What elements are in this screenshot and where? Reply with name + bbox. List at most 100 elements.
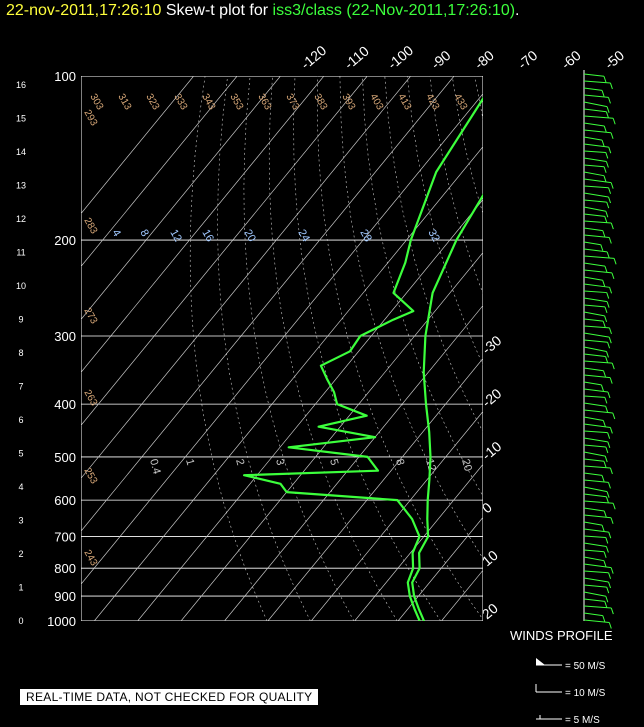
wind-barb (583, 73, 605, 77)
wind-barb-flag (604, 216, 608, 223)
wind-barb-flag (609, 377, 613, 384)
wind-barb (583, 556, 605, 562)
height-tick-label: 0 (18, 616, 23, 626)
temperature-profile-line (411, 193, 483, 621)
pressure-tick-label: 600 (54, 493, 76, 508)
wind-barb (583, 521, 603, 526)
wind-barb-flag (600, 384, 604, 392)
height-tick-label: 10 (16, 281, 26, 291)
wind-barb-flag (605, 537, 609, 544)
mixing-ratio-label: 20 (459, 458, 474, 473)
wind-barb-flag (608, 532, 612, 539)
wind-barb-flag (609, 82, 613, 90)
wind-barb (583, 437, 608, 443)
title-datetime: 22-nov-2011,17:26:10 (6, 2, 162, 19)
isotherm-line (485, 76, 644, 621)
wind-barb (583, 472, 603, 476)
dry-adiabat (316, 76, 483, 620)
wind-barb (583, 115, 614, 119)
wind-barb-flag (604, 455, 608, 463)
wind-barb (583, 150, 606, 153)
wind-barb-flag (610, 182, 614, 189)
wind-barb (583, 444, 606, 448)
dry-adiabat (632, 76, 644, 621)
wind-barb-flag (608, 581, 612, 589)
isotherm-line (310, 410, 483, 621)
wind-barb-flag (606, 491, 610, 498)
height-tick-label: 9 (18, 315, 23, 325)
wind-barb (583, 605, 612, 609)
dry-adiabat (587, 76, 644, 621)
wind-barb (583, 423, 611, 428)
wind-barb-flag (603, 560, 607, 567)
wind-barb (583, 206, 606, 212)
dry-adiabat-label: 383 (311, 92, 329, 112)
wind-barb-flag (608, 147, 612, 154)
wind-barb-flag (610, 222, 614, 230)
wind-barb (583, 199, 607, 203)
wind-barb-flag (608, 572, 612, 579)
pressure-tick-label: 300 (54, 329, 76, 344)
dry-adiabat (243, 76, 355, 621)
wind-barb (583, 381, 602, 386)
dry-adiabat-label: 353 (227, 92, 245, 112)
wind-legend-pennant (536, 658, 545, 665)
wind-barb-flag (606, 106, 610, 113)
isotherm-line (267, 357, 483, 621)
wind-barb-flag (610, 607, 614, 615)
wind-barb (583, 101, 608, 108)
wind-barb-flag (604, 397, 608, 404)
wind-barb-flag (611, 272, 615, 280)
pressure-tick-label: 700 (54, 530, 76, 545)
wind-barb-flag (603, 510, 607, 518)
isotherm-line (180, 252, 483, 621)
height-tick-label: 1 (18, 583, 23, 593)
dry-adiabat-label: 283 (81, 216, 99, 236)
dry-adiabat (429, 76, 483, 295)
wind-barb-flag (605, 356, 609, 363)
wind-barb-flag (603, 125, 607, 133)
wind-barb (583, 143, 609, 148)
wind-barb-flag (605, 152, 609, 159)
isotherm-line (397, 516, 483, 621)
wind-legend-label: = 50 M/S (565, 661, 606, 672)
dry-adiabat-label: 323 (143, 92, 161, 112)
dry-adiabat (293, 76, 441, 621)
wind-barb-flag (607, 441, 611, 448)
wind-barb (583, 255, 615, 259)
wind-barb-flag (601, 475, 605, 482)
height-tick-label: 11 (16, 248, 25, 258)
wind-barb (583, 395, 605, 398)
top-temp-label: -90 (428, 47, 454, 72)
wind-barb (583, 164, 605, 168)
wind-barb (583, 367, 604, 372)
wind-barb (583, 486, 608, 493)
height-tick-label: 13 (16, 181, 26, 191)
wind-barb-flag (608, 622, 612, 629)
wind-barb (583, 409, 613, 414)
wind-barb (583, 528, 609, 533)
wind-barb (583, 563, 612, 569)
pressure-tick-label: 400 (54, 397, 76, 412)
dry-adiabat-label: 253 (81, 466, 99, 486)
height-tick-label: 4 (18, 482, 23, 492)
wind-barb (583, 458, 605, 462)
wind-barb-flag (612, 118, 616, 125)
pressure-tick-label: 200 (54, 233, 76, 248)
wind-barb-flag (607, 482, 611, 489)
wind-barb-flag (608, 187, 612, 194)
wind-barb-flag (605, 446, 609, 454)
wind-barb-flag (610, 132, 614, 139)
plot-frame (81, 76, 483, 621)
dry-adiabat-label: 273 (81, 306, 99, 326)
wind-barb-flag (608, 237, 612, 244)
height-tick-label: 12 (16, 214, 26, 224)
wind-barb-flag (603, 461, 607, 468)
isotherm-line (81, 76, 455, 532)
mixing-ratio-label: 3 (273, 458, 286, 467)
dry-adiabat-label: 413 (395, 92, 413, 112)
wind-barb (583, 465, 611, 469)
wind-barb (583, 584, 607, 588)
pressure-tick-label: 800 (54, 561, 76, 576)
